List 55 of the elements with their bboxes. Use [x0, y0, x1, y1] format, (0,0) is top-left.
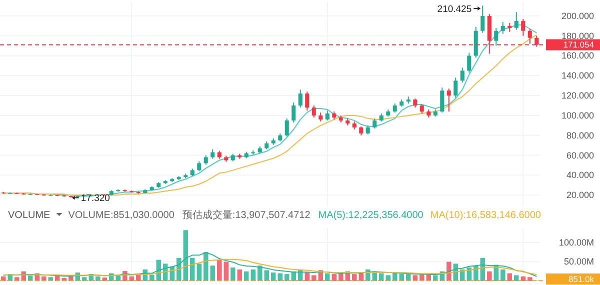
- bar: [352, 274, 357, 281]
- y-tick-label: 140.000: [561, 70, 594, 81]
- y-tick-label: 50.00M: [564, 256, 594, 267]
- bar: [304, 272, 310, 281]
- candlestick: [500, 21, 505, 34]
- candlestick: [467, 52, 472, 74]
- candlestick: [514, 11, 518, 30]
- bar: [514, 275, 519, 281]
- bar: [264, 270, 269, 281]
- y-tick-label: 100.000: [561, 110, 594, 120]
- candlestick: [521, 18, 526, 36]
- candlestick: [204, 154, 208, 166]
- y-tick-label: 40.000: [566, 170, 594, 180]
- candlestick: [197, 160, 202, 172]
- bar: [312, 275, 316, 281]
- candlestick: [292, 102, 296, 123]
- line-series: [2, 258, 538, 276]
- text: 预估成交量:13,907,507.4712: [182, 209, 311, 221]
- bar: [332, 274, 336, 281]
- y-tick-label: 200.000: [561, 10, 594, 21]
- text: MA(10):16,583,146.6000: [430, 210, 542, 221]
- candlestick: [312, 104, 316, 118]
- candlestick: [528, 28, 532, 44]
- y-tick-label: 60.000: [566, 150, 594, 160]
- y-tick-label: 20.000: [566, 190, 594, 200]
- candlestick: [372, 118, 377, 129]
- candlestick: [325, 110, 330, 121]
- candlestick: [284, 118, 289, 137]
- candlestick: [454, 77, 458, 98]
- bar: [183, 230, 188, 281]
- text: VOLUME: [8, 210, 51, 221]
- bar: [224, 262, 228, 281]
- y-tick-label: 80.000: [566, 130, 594, 140]
- candlestick: [440, 87, 444, 113]
- y-tick-label: 160.000: [561, 50, 594, 61]
- y-tick-label: 180.000: [561, 30, 594, 41]
- candlestick: [460, 67, 464, 84]
- bar: [210, 266, 215, 281]
- bar: [528, 277, 532, 281]
- candlestick: [446, 88, 451, 112]
- bar: [487, 271, 492, 281]
- y-tick-label: 100.00M: [558, 237, 594, 248]
- ref-line-label: 171.054: [563, 40, 594, 50]
- bar: [284, 274, 290, 281]
- bar: [500, 269, 506, 281]
- ref-line-label: 851.0k: [568, 274, 595, 284]
- bar: [196, 264, 202, 281]
- y-tick-label: 120.000: [561, 90, 594, 101]
- candlestick: [494, 27, 498, 46]
- annotation: 17.320: [80, 193, 110, 204]
- candlestick: [305, 91, 310, 111]
- text: VOLUME:851,030.0000: [68, 210, 175, 221]
- annotation: 210.425: [437, 4, 472, 16]
- text: MA(5):12,225,356.4000: [318, 210, 424, 221]
- candlestick: [298, 89, 302, 108]
